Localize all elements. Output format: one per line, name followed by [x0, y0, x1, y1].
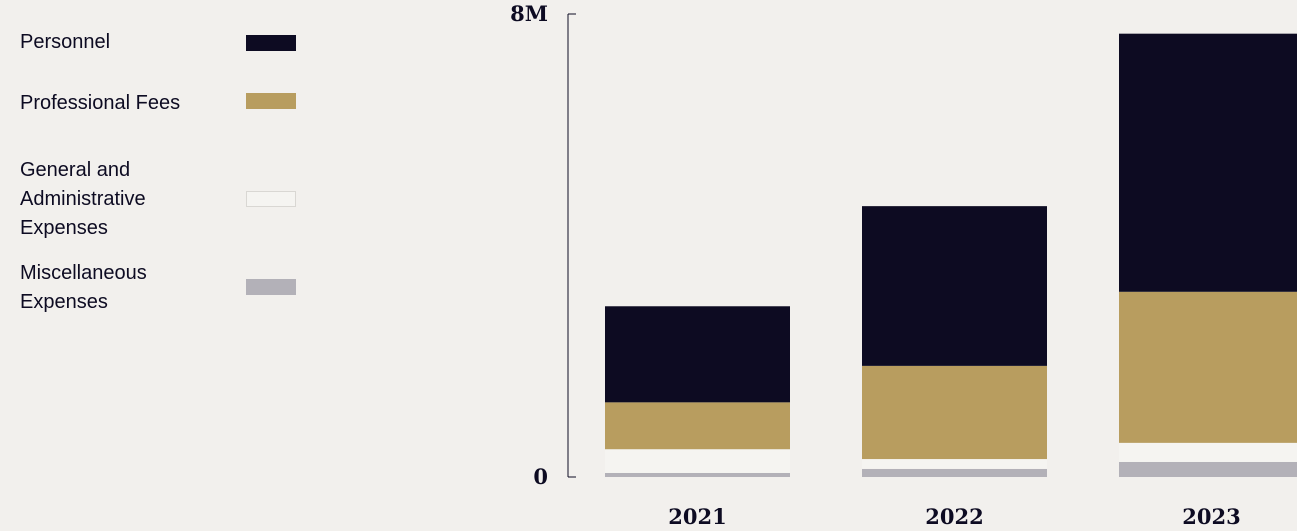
legend-swatch — [246, 35, 296, 51]
x-tick-label: 2021 — [668, 504, 726, 529]
legend-swatch — [246, 279, 296, 295]
bar-segment — [862, 459, 1047, 469]
bar-segment — [605, 472, 790, 477]
legend-label: Personnel — [20, 31, 111, 53]
y-tick-label: 0 — [533, 464, 548, 489]
bar-segment — [862, 365, 1047, 460]
bar-segment — [862, 468, 1047, 477]
legend-swatch — [246, 93, 296, 109]
bar-segment — [862, 206, 1047, 366]
y-tick-label: 8M — [510, 1, 548, 26]
legend-label: General and Administrative Expenses — [20, 159, 146, 239]
x-tick-label: 2022 — [925, 504, 983, 529]
legend-label: Miscellaneous Expenses — [20, 262, 147, 313]
bar-segment — [605, 306, 790, 403]
bar-segment — [605, 402, 790, 450]
bar-segment — [1119, 442, 1297, 462]
legend-label: Professional Fees — [20, 92, 181, 114]
bar-segment — [1119, 291, 1297, 443]
legend-swatch — [246, 191, 296, 207]
bar-segment — [1119, 461, 1297, 477]
x-tick-label: 2023 — [1182, 504, 1240, 529]
bar-segment — [1119, 33, 1297, 292]
bar-segment — [605, 449, 790, 473]
